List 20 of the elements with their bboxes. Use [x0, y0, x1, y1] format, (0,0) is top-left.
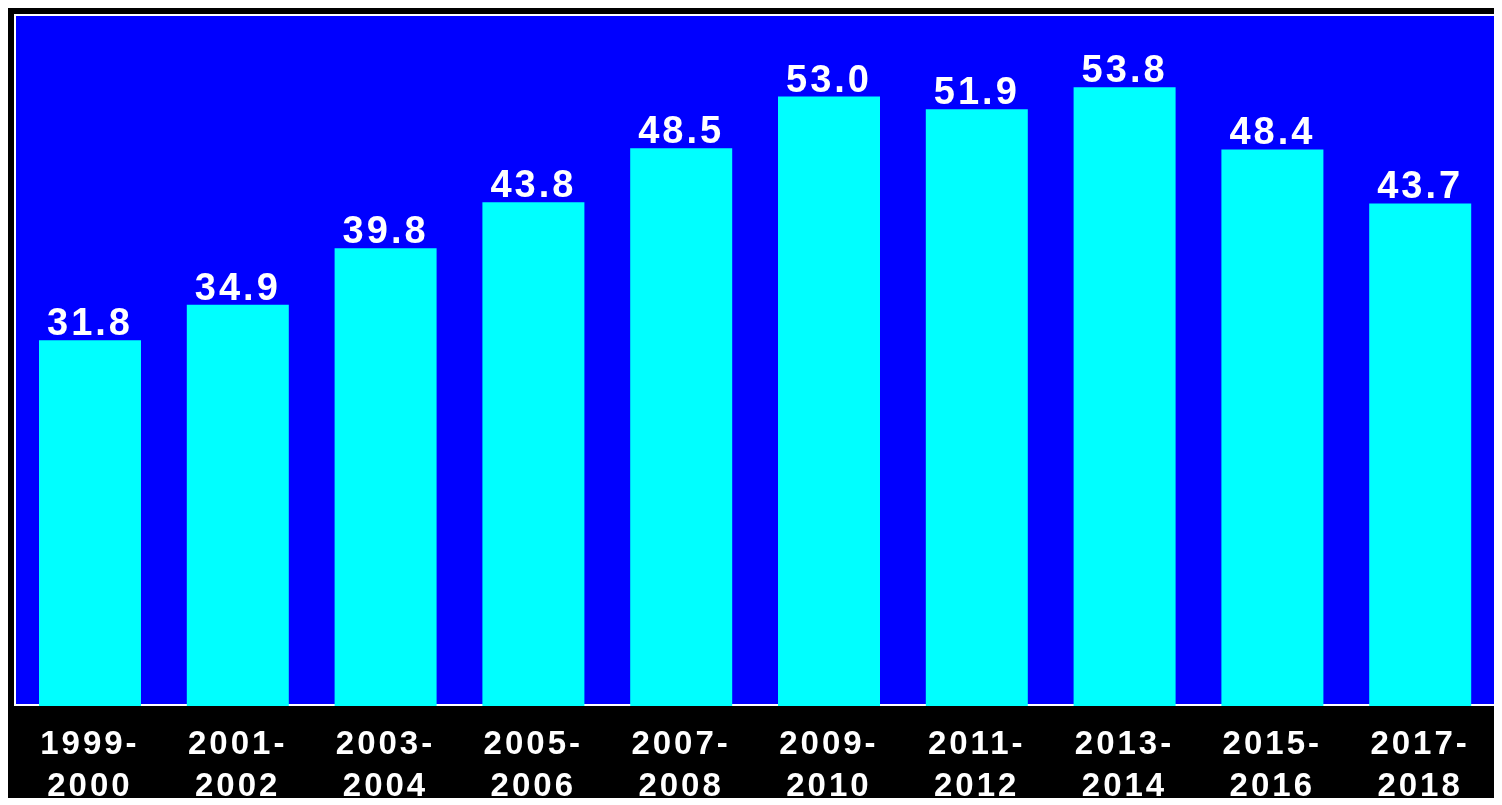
x-tick-label: 2001-2002	[188, 724, 288, 803]
data-label: 43.7	[1377, 164, 1464, 207]
x-tick-label: 2003-2004	[335, 724, 436, 803]
x-tick-label: 2009-2010	[779, 724, 879, 803]
x-tick-label: 2017-2018	[1370, 724, 1470, 803]
x-tick-label: 2011-2012	[927, 724, 1026, 803]
x-tick-label: 2015-2016	[1222, 724, 1322, 803]
data-label: 48.5	[638, 109, 725, 152]
x-tick-label: 2013-2014	[1074, 724, 1175, 803]
data-label: 39.8	[342, 209, 429, 252]
data-label: 53.0	[786, 57, 872, 100]
data-label: 43.8	[490, 163, 577, 206]
data-label: 51.9	[933, 70, 1020, 113]
data-label: 31.8	[47, 301, 133, 344]
x-tick-label: 2007-2008	[631, 724, 731, 803]
x-tick-label: 1999-2000	[40, 724, 140, 803]
data-label: 34.9	[194, 265, 281, 308]
x-tick-label: 2005-2006	[483, 724, 583, 803]
data-label: 53.8	[1081, 48, 1168, 91]
data-label: 48.4	[1229, 110, 1316, 153]
